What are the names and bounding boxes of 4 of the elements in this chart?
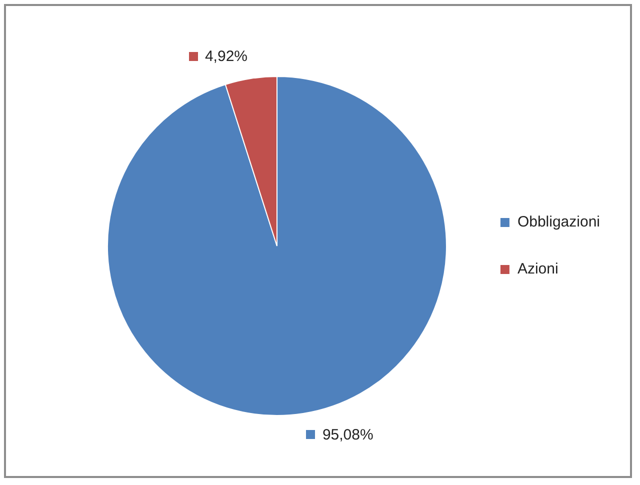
data-label: 95,08% [322,426,374,444]
data-label: 4,92% [204,48,248,65]
legend-label: Obbligazioni [517,214,600,231]
legend-label: Azioni [517,260,558,278]
